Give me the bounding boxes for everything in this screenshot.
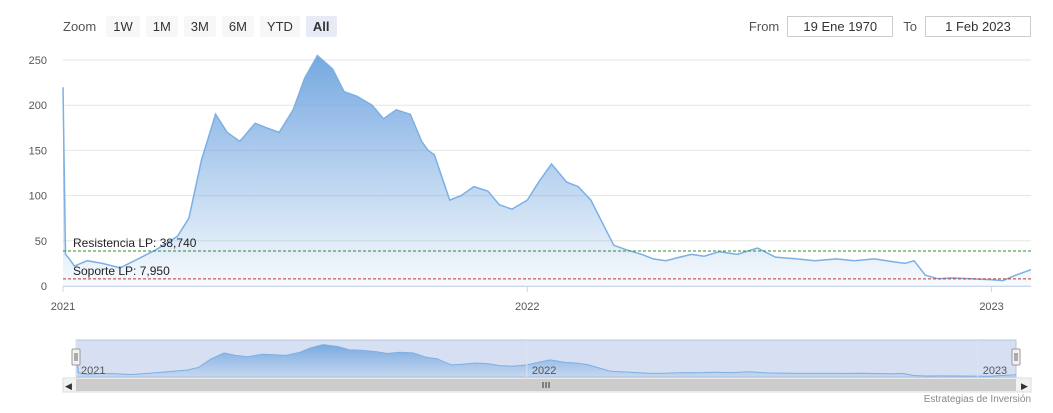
navigator-tick-label: 2022	[532, 365, 556, 377]
y-tick-label: 0	[41, 281, 47, 293]
navigator-line	[75, 344, 1017, 377]
scroll-left-arrow-icon[interactable]: ◀	[65, 381, 72, 391]
x-tick-label: 2022	[515, 301, 539, 313]
navigator-tick-label: 2023	[983, 365, 1007, 377]
date-range-selector: From 19 Ene 1970 To 1 Feb 2023	[749, 16, 1031, 37]
price-line	[62, 54, 1032, 282]
zoom-1m-button[interactable]: 1M	[145, 16, 178, 37]
zoom-1w-button[interactable]: 1W	[106, 16, 140, 37]
x-tick-label: 2021	[51, 301, 75, 313]
chart-credit: Estrategias de Inversión	[923, 394, 1031, 405]
zoom-3m-button[interactable]: 3M	[183, 16, 216, 37]
x-axis-labels: 2021 2022 2023	[51, 286, 1031, 313]
y-tick-label: 50	[35, 236, 47, 248]
zoom-selector: Zoom 1W 1M 3M 6M YTD All	[63, 16, 337, 37]
zoom-all-button[interactable]: All	[305, 16, 337, 37]
zoom-ytd-button[interactable]: YTD	[259, 16, 300, 37]
x-tick-label: 2023	[979, 301, 1003, 313]
navigator-left-handle[interactable]	[71, 348, 81, 366]
zoom-6m-button[interactable]: 6M	[221, 16, 254, 37]
y-axis-labels: 0 50 100 150 200 250	[29, 55, 47, 293]
y-tick-label: 250	[29, 55, 47, 67]
navigator-right-handle[interactable]	[1011, 348, 1021, 366]
to-date-input[interactable]: 1 Feb 2023	[925, 16, 1031, 37]
from-label: From	[748, 19, 780, 34]
zoom-label: Zoom	[63, 19, 97, 34]
navigator: 2021 2022 2023 ◀ ▶	[62, 339, 1032, 393]
navigator-tick-label: 2021	[81, 365, 105, 377]
annotations: Resistencia LP: 38,740 Soporte LP: 7,950	[63, 236, 1031, 280]
support-label: Soporte LP: 7,950	[73, 264, 170, 278]
from-date-input[interactable]: 19 Ene 1970	[787, 16, 894, 37]
to-label: To	[903, 19, 917, 34]
y-tick-label: 150	[29, 145, 47, 157]
y-tick-label: 100	[29, 191, 47, 203]
y-tick-label: 200	[29, 100, 47, 112]
scroll-right-arrow-icon[interactable]: ▶	[1021, 381, 1028, 391]
resistance-label: Resistencia LP: 38,740	[73, 236, 197, 250]
